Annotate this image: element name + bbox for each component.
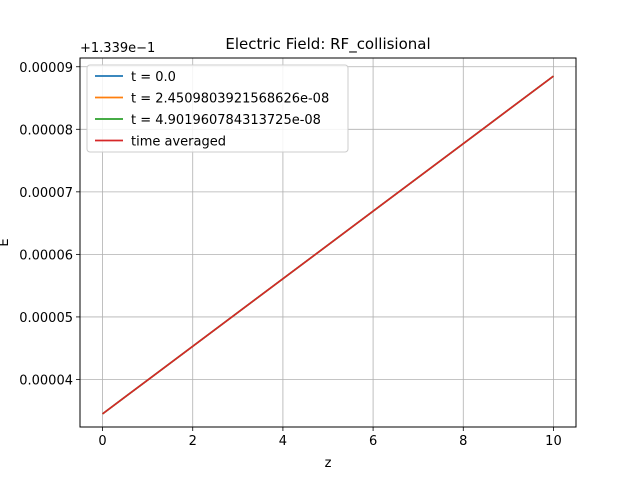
legend-box bbox=[86, 64, 349, 153]
x-tick-label: 6 bbox=[369, 434, 377, 449]
y-tick-label: 0.00007 bbox=[19, 186, 73, 201]
y-axis-offset-label: +1.339e−1 bbox=[80, 41, 155, 56]
y-tick-label: 0.00009 bbox=[19, 61, 73, 76]
y-tick-label: 0.00008 bbox=[19, 123, 73, 138]
plot-frame bbox=[79, 57, 577, 428]
x-tick-label: 0 bbox=[98, 434, 106, 449]
x-tick-label: 10 bbox=[545, 434, 562, 449]
legend-entry-label: t = 4.901960784313725e-08 bbox=[131, 113, 321, 128]
legend-entry-label: time averaged bbox=[131, 135, 226, 150]
legend-entry-label: t = 2.4509803921568626e-08 bbox=[131, 92, 329, 107]
y-tick-label: 0.00006 bbox=[19, 248, 73, 263]
x-tick-label: 4 bbox=[279, 434, 287, 449]
x-axis-label: z bbox=[325, 456, 332, 471]
chart-title: Electric Field: RF_collisional bbox=[225, 35, 430, 54]
y-tick-label: 0.00004 bbox=[19, 373, 73, 388]
series-lines bbox=[102, 75, 554, 415]
x-tick-label: 8 bbox=[459, 434, 467, 449]
y-tick-label: 0.00005 bbox=[19, 311, 73, 326]
axis-ticks: 0 2 4 6 8 10 0.00004 0.00005 0.00006 0.00007 0.000… bbox=[19, 61, 561, 449]
x-tick-label: 2 bbox=[189, 434, 197, 449]
legend-entry-label: t = 0.0 bbox=[131, 70, 176, 85]
legend: t = 0.0 t = 2.4509803921568626e-08 t = 4.9… bbox=[86, 64, 349, 153]
y-axis-label: E bbox=[0, 238, 12, 246]
series-line bbox=[102, 75, 554, 415]
